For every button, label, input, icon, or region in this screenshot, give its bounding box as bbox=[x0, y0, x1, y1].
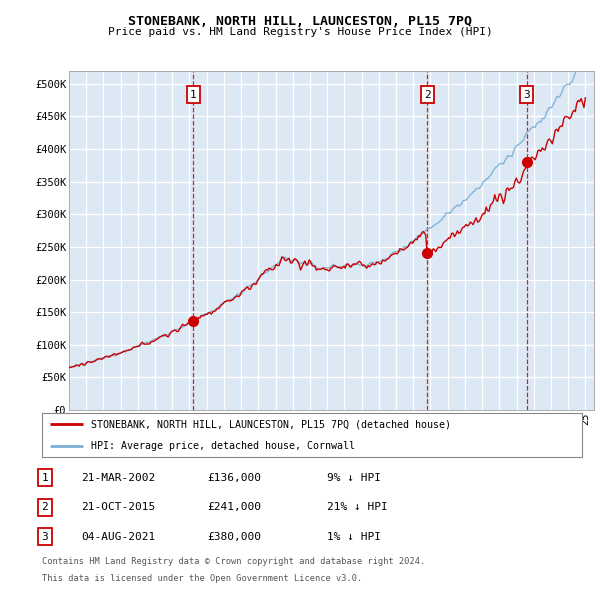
Text: 2: 2 bbox=[424, 90, 431, 100]
Text: 21-OCT-2015: 21-OCT-2015 bbox=[81, 503, 155, 512]
Text: 21% ↓ HPI: 21% ↓ HPI bbox=[327, 503, 388, 512]
Text: 3: 3 bbox=[41, 532, 49, 542]
Text: This data is licensed under the Open Government Licence v3.0.: This data is licensed under the Open Gov… bbox=[42, 574, 362, 583]
Text: STONEBANK, NORTH HILL, LAUNCESTON, PL15 7PQ: STONEBANK, NORTH HILL, LAUNCESTON, PL15 … bbox=[128, 15, 472, 28]
Text: HPI: Average price, detached house, Cornwall: HPI: Average price, detached house, Corn… bbox=[91, 441, 355, 451]
Text: £136,000: £136,000 bbox=[207, 473, 261, 483]
Text: £241,000: £241,000 bbox=[207, 503, 261, 512]
Text: Price paid vs. HM Land Registry's House Price Index (HPI): Price paid vs. HM Land Registry's House … bbox=[107, 27, 493, 37]
Text: 9% ↓ HPI: 9% ↓ HPI bbox=[327, 473, 381, 483]
Text: 2: 2 bbox=[41, 503, 49, 512]
Text: 04-AUG-2021: 04-AUG-2021 bbox=[81, 532, 155, 542]
Text: 3: 3 bbox=[523, 90, 530, 100]
Text: 21-MAR-2002: 21-MAR-2002 bbox=[81, 473, 155, 483]
Text: £380,000: £380,000 bbox=[207, 532, 261, 542]
Text: 1% ↓ HPI: 1% ↓ HPI bbox=[327, 532, 381, 542]
Text: 1: 1 bbox=[190, 90, 197, 100]
Text: 1: 1 bbox=[41, 473, 49, 483]
Text: STONEBANK, NORTH HILL, LAUNCESTON, PL15 7PQ (detached house): STONEBANK, NORTH HILL, LAUNCESTON, PL15 … bbox=[91, 419, 451, 429]
Text: Contains HM Land Registry data © Crown copyright and database right 2024.: Contains HM Land Registry data © Crown c… bbox=[42, 558, 425, 566]
